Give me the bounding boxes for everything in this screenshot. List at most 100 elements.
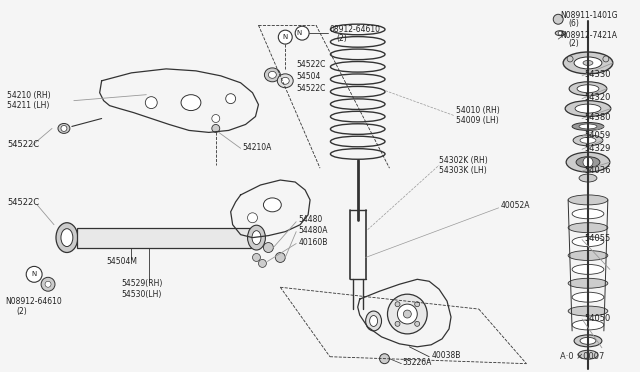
Ellipse shape	[568, 195, 608, 205]
Circle shape	[415, 302, 420, 307]
Ellipse shape	[579, 124, 597, 129]
Text: 54504: 54504	[296, 72, 321, 81]
Text: 54380: 54380	[584, 113, 611, 122]
Bar	[77, 228, 250, 247]
Ellipse shape	[264, 68, 280, 82]
Text: 54211 (LH): 54211 (LH)	[7, 101, 50, 110]
Circle shape	[295, 26, 309, 40]
Text: 54050: 54050	[584, 314, 611, 323]
Circle shape	[558, 31, 562, 35]
Text: N: N	[296, 30, 302, 36]
Text: 54529(RH): 54529(RH)	[122, 279, 163, 288]
Text: 40052A: 40052A	[500, 201, 530, 210]
Text: 54330: 54330	[584, 70, 611, 79]
Circle shape	[278, 30, 292, 44]
Ellipse shape	[370, 315, 378, 327]
Text: 54010 (RH): 54010 (RH)	[456, 106, 500, 115]
Text: N08912-64610: N08912-64610	[5, 296, 62, 306]
Circle shape	[415, 321, 420, 326]
Text: 55226A: 55226A	[403, 358, 432, 367]
Ellipse shape	[563, 52, 612, 74]
Text: 54329: 54329	[584, 144, 611, 153]
Ellipse shape	[282, 77, 289, 84]
Ellipse shape	[577, 85, 599, 93]
Circle shape	[41, 277, 55, 291]
Circle shape	[553, 14, 563, 24]
Text: (2): (2)	[568, 39, 579, 48]
Text: (2): (2)	[16, 307, 27, 315]
Text: 54504M: 54504M	[107, 257, 138, 266]
Ellipse shape	[574, 335, 602, 347]
Ellipse shape	[572, 122, 604, 131]
Circle shape	[259, 259, 266, 267]
Ellipse shape	[572, 320, 604, 330]
Ellipse shape	[580, 137, 596, 143]
Text: 54522C: 54522C	[296, 60, 326, 70]
Text: (6): (6)	[568, 19, 579, 28]
Circle shape	[583, 157, 593, 167]
Circle shape	[567, 56, 573, 62]
Text: 08912-64610: 08912-64610	[330, 25, 381, 34]
Circle shape	[26, 266, 42, 282]
Text: 54522C: 54522C	[296, 84, 326, 93]
Ellipse shape	[268, 71, 276, 78]
Circle shape	[387, 294, 427, 334]
Ellipse shape	[264, 198, 282, 212]
Circle shape	[395, 302, 400, 307]
Ellipse shape	[578, 350, 598, 359]
Ellipse shape	[573, 135, 603, 146]
Text: N08912-7421A: N08912-7421A	[560, 31, 617, 40]
Text: 54303K (LH): 54303K (LH)	[439, 166, 487, 174]
Circle shape	[145, 97, 157, 109]
Circle shape	[275, 253, 285, 262]
Text: 54480: 54480	[298, 215, 323, 224]
Text: 54522C: 54522C	[7, 140, 40, 149]
Ellipse shape	[576, 157, 600, 168]
Ellipse shape	[568, 306, 608, 316]
Text: 54210 (RH): 54210 (RH)	[7, 91, 51, 100]
Text: 54302K (RH): 54302K (RH)	[439, 156, 488, 165]
Ellipse shape	[181, 95, 201, 110]
Ellipse shape	[579, 174, 597, 182]
Text: 54059: 54059	[584, 131, 611, 140]
Text: 54320: 54320	[584, 93, 611, 102]
Ellipse shape	[568, 250, 608, 260]
Ellipse shape	[583, 60, 593, 65]
Text: 54009 (LH): 54009 (LH)	[456, 116, 499, 125]
Circle shape	[226, 94, 236, 104]
Ellipse shape	[569, 82, 607, 96]
Ellipse shape	[572, 264, 604, 274]
Text: 54036: 54036	[584, 166, 611, 174]
Circle shape	[403, 310, 412, 318]
Ellipse shape	[568, 278, 608, 288]
Ellipse shape	[277, 74, 293, 88]
Text: 54530(LH): 54530(LH)	[122, 290, 162, 299]
Ellipse shape	[574, 57, 602, 69]
Ellipse shape	[58, 124, 70, 134]
Circle shape	[380, 354, 390, 364]
Text: N: N	[283, 34, 288, 40]
Ellipse shape	[61, 229, 73, 247]
Text: 54210A: 54210A	[243, 143, 272, 152]
Text: 54055: 54055	[584, 234, 611, 243]
Ellipse shape	[572, 209, 604, 219]
Circle shape	[397, 304, 417, 324]
Circle shape	[395, 321, 400, 326]
Text: 54522C: 54522C	[7, 198, 40, 207]
Circle shape	[253, 253, 260, 262]
Ellipse shape	[248, 225, 266, 250]
Text: 40038B: 40038B	[431, 351, 461, 360]
Circle shape	[603, 56, 609, 62]
Circle shape	[264, 243, 273, 253]
Ellipse shape	[556, 31, 565, 36]
Text: N08911-1401G: N08911-1401G	[560, 11, 618, 20]
Ellipse shape	[252, 231, 261, 244]
Text: (2): (2)	[337, 33, 348, 43]
Circle shape	[248, 213, 257, 223]
Circle shape	[61, 125, 67, 131]
Ellipse shape	[568, 223, 608, 232]
Ellipse shape	[572, 292, 604, 302]
Ellipse shape	[575, 104, 601, 113]
Ellipse shape	[580, 337, 596, 344]
Ellipse shape	[56, 223, 78, 253]
